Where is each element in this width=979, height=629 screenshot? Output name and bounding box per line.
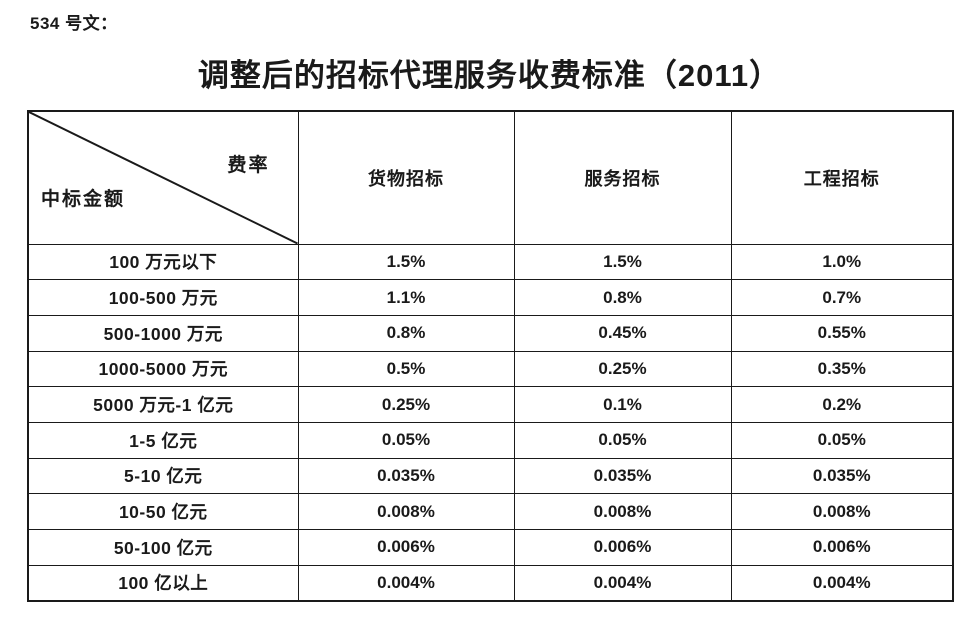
rate-value: 0.008% <box>297 493 515 530</box>
diagonal-divider-line <box>29 112 298 244</box>
rate-value: 0.008% <box>730 493 954 530</box>
rate-value: 0.008% <box>513 493 732 530</box>
table-row: 100 亿以上 0.004% 0.004% 0.004% <box>27 564 954 602</box>
rate-value: 0.004% <box>513 564 732 602</box>
row-label: 500-1000 万元 <box>27 314 299 352</box>
rate-value: 0.006% <box>297 529 515 566</box>
table-row: 5000 万元-1 亿元 0.25% 0.1% 0.2% <box>27 386 954 423</box>
column-header-engineering: 工程招标 <box>730 110 954 245</box>
rate-value: 0.7% <box>730 279 954 316</box>
rate-value: 1.5% <box>513 243 732 281</box>
row-label: 10-50 亿元 <box>27 493 299 530</box>
rate-value: 1.1% <box>297 279 515 316</box>
column-header-service: 服务招标 <box>513 110 732 245</box>
fee-rate-table: 费率 中标金额 货物招标 服务招标 工程招标 100 万元以下 1.5% 1.5… <box>27 110 954 602</box>
rate-value: 0.035% <box>513 457 732 495</box>
table-row: 100 万元以下 1.5% 1.5% 1.0% <box>27 243 954 281</box>
rate-value: 0.05% <box>513 421 732 459</box>
table-row: 1-5 亿元 0.05% 0.05% 0.05% <box>27 421 954 459</box>
table-header-row: 费率 中标金额 货物招标 服务招标 工程招标 <box>27 110 954 245</box>
table-row: 10-50 亿元 0.008% 0.008% 0.008% <box>27 493 954 530</box>
row-label: 100 亿以上 <box>27 564 299 602</box>
rate-value: 0.004% <box>297 564 515 602</box>
table-row: 1000-5000 万元 0.5% 0.25% 0.35% <box>27 350 954 388</box>
row-label: 100-500 万元 <box>27 279 299 316</box>
corner-label-amount: 中标金额 <box>41 189 126 210</box>
rate-value: 0.55% <box>730 314 954 352</box>
row-label: 1-5 亿元 <box>27 421 299 459</box>
rate-value: 0.004% <box>730 564 954 602</box>
rate-value: 0.006% <box>513 529 732 566</box>
rate-value: 1.0% <box>730 243 954 281</box>
rate-value: 0.5% <box>297 350 515 388</box>
column-header-goods: 货物招标 <box>297 110 515 245</box>
table-row: 100-500 万元 1.1% 0.8% 0.7% <box>27 279 954 316</box>
rate-value: 1.5% <box>297 243 515 281</box>
rate-value: 0.006% <box>730 529 954 566</box>
row-label: 1000-5000 万元 <box>27 350 299 388</box>
table-row: 50-100 亿元 0.006% 0.006% 0.006% <box>27 529 954 566</box>
rate-value: 0.05% <box>730 421 954 459</box>
page-title: 调整后的招标代理服务收费标准（2011） <box>197 58 782 93</box>
rate-value: 0.8% <box>297 314 515 352</box>
diagonal-corner-cell: 费率 中标金额 <box>27 110 299 245</box>
row-label: 5-10 亿元 <box>27 457 299 495</box>
row-label: 100 万元以下 <box>27 243 299 281</box>
table-row: 5-10 亿元 0.035% 0.035% 0.035% <box>27 457 954 495</box>
rate-value: 0.035% <box>730 457 954 495</box>
document-number: 534 号文： <box>30 14 118 33</box>
rate-value: 0.45% <box>513 314 732 352</box>
rate-value: 0.8% <box>513 279 732 316</box>
rate-value: 0.25% <box>513 350 732 388</box>
rate-value: 0.25% <box>297 386 515 423</box>
rate-value: 0.035% <box>297 457 515 495</box>
rate-value: 0.35% <box>730 350 954 388</box>
table-row: 500-1000 万元 0.8% 0.45% 0.55% <box>27 314 954 352</box>
rate-value: 0.2% <box>730 386 954 423</box>
corner-label-rate: 费率 <box>227 155 270 176</box>
row-label: 50-100 亿元 <box>27 529 299 566</box>
rate-value: 0.05% <box>297 421 515 459</box>
rate-value: 0.1% <box>513 386 732 423</box>
row-label: 5000 万元-1 亿元 <box>27 386 299 423</box>
